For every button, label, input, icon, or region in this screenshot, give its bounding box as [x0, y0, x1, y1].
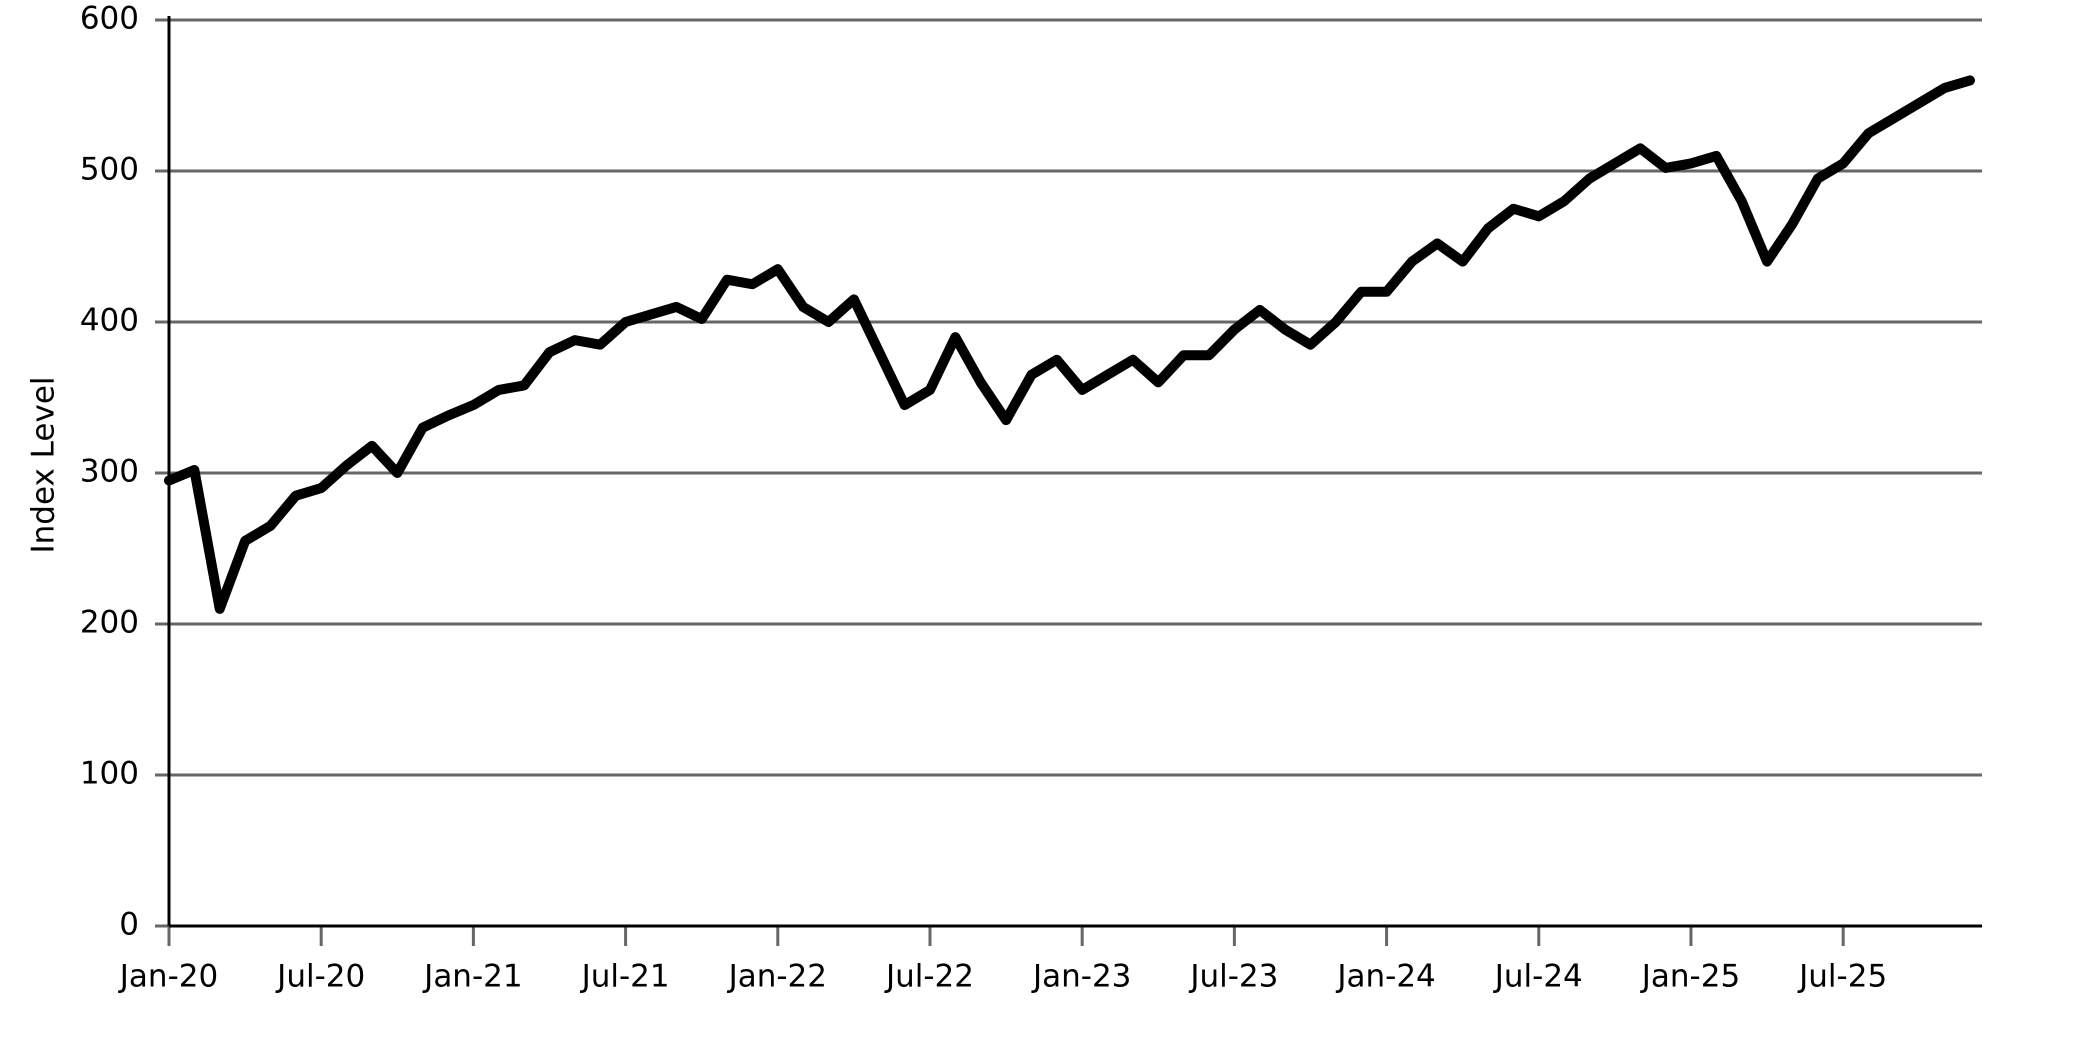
x-tick-label: Jan-22 [727, 959, 827, 995]
x-tick-label: Jan-23 [1031, 959, 1131, 995]
y-tick-label: 300 [80, 454, 139, 490]
x-tick-label: Jul-25 [1797, 959, 1887, 995]
x-tick-label: Jan-20 [118, 959, 218, 995]
y-tick-label: 200 [80, 605, 139, 641]
y-tick-label: 600 [80, 1, 139, 37]
y-axis-label: Index Level [26, 376, 62, 553]
line [164, 75, 1975, 614]
x-tick-label: Jul-22 [884, 959, 974, 995]
x-tick-label: Jul-23 [1188, 959, 1278, 995]
x-tick-label: Jan-25 [1640, 959, 1740, 995]
x-tick-label: Jul-20 [275, 959, 365, 995]
x-tick-label: Jan-21 [422, 959, 522, 995]
y-tick-label: 0 [119, 907, 139, 943]
y-tick-label: 100 [80, 756, 139, 792]
y-tick-label: 500 [80, 152, 139, 188]
x-tick-label: Jul-21 [580, 959, 670, 995]
x-tick-label: Jan-24 [1335, 959, 1435, 995]
y-tick-label: 400 [80, 303, 139, 339]
x-tick-label: Jul-24 [1493, 959, 1583, 995]
